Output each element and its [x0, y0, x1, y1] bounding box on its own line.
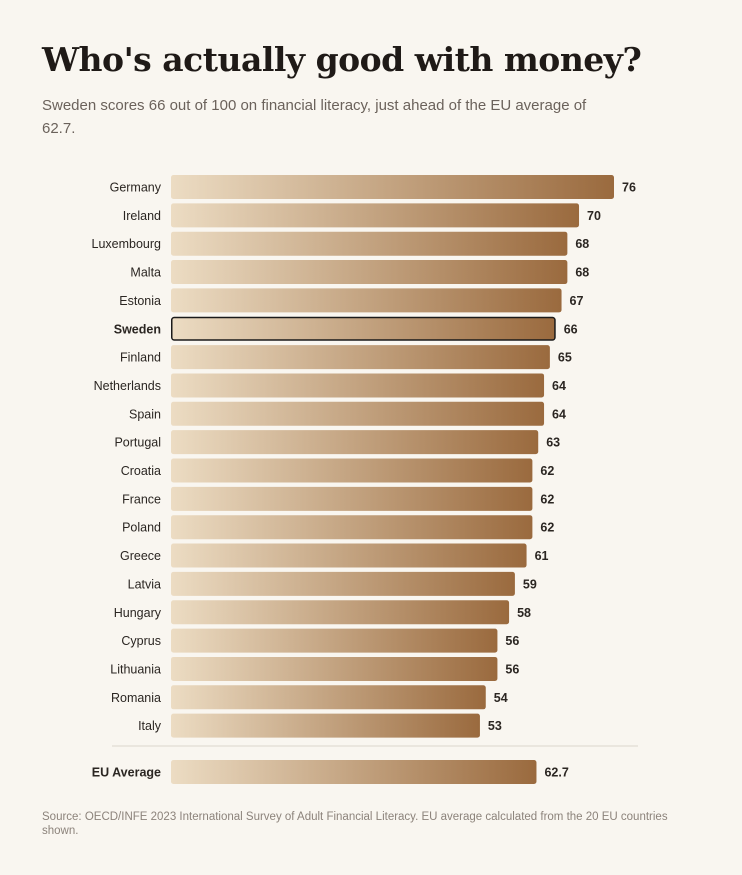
bar-latvia	[171, 571, 515, 596]
bar-netherlands	[171, 373, 545, 398]
value-label-eu-average: 62.7	[544, 766, 568, 780]
bars-group: Germany 76 Ireland 70 Luxembourg 68 Malta 68 Est…	[92, 175, 638, 784]
category-label-hungary: Hungary	[114, 606, 162, 620]
bar-portugal	[171, 430, 539, 455]
category-label-sweden: Sweden	[114, 322, 161, 336]
bar-hungary	[171, 600, 510, 625]
bar-luxembourg	[171, 231, 568, 256]
category-label-portugal: Portugal	[114, 436, 161, 450]
bar-croatia	[171, 458, 533, 483]
value-label-romania: 54	[494, 691, 508, 705]
bar-germany	[171, 175, 614, 199]
category-label-germany: Germany	[110, 181, 162, 195]
bar-estonia	[171, 288, 562, 313]
category-label-estonia: Estonia	[119, 294, 161, 308]
category-label-romania: Romania	[111, 691, 161, 705]
bar-italy	[171, 713, 480, 738]
value-label-lithuania: 56	[505, 662, 519, 676]
bar-spain	[171, 401, 545, 426]
value-label-luxembourg: 68	[575, 237, 589, 251]
bar-sweden	[171, 316, 556, 341]
category-label-cyprus: Cyprus	[121, 634, 161, 648]
category-label-ireland: Ireland	[123, 209, 161, 223]
value-label-greece: 61	[535, 549, 549, 563]
bar-greece	[171, 543, 527, 568]
category-label-france: France	[122, 492, 161, 506]
bar-cyprus	[171, 628, 498, 653]
value-label-poland: 62	[540, 521, 554, 535]
value-label-sweden: 66	[564, 322, 578, 336]
chart-subtitle: Sweden scores 66 out of 100 on financial…	[42, 97, 587, 137]
category-label-italy: Italy	[138, 719, 162, 733]
chart-title: Who's actually good with money?	[42, 40, 642, 79]
value-label-germany: 76	[622, 181, 636, 195]
bar-malta	[171, 260, 568, 285]
category-label-netherlands: Netherlands	[94, 379, 161, 393]
category-label-croatia: Croatia	[121, 464, 161, 478]
value-label-cyprus: 56	[505, 634, 519, 648]
category-label-malta: Malta	[130, 266, 161, 280]
bar-france	[171, 486, 533, 511]
value-label-portugal: 63	[546, 436, 560, 450]
category-label-spain: Spain	[129, 407, 161, 421]
category-label-greece: Greece	[120, 549, 161, 563]
value-label-malta: 68	[575, 266, 589, 280]
value-label-france: 62	[540, 492, 554, 506]
bar-romania	[171, 685, 486, 710]
bar-finland	[171, 345, 550, 370]
value-label-hungary: 58	[517, 606, 531, 620]
category-label-poland: Poland	[122, 521, 161, 535]
bar-ireland	[171, 203, 580, 228]
category-label-finland: Finland	[120, 351, 161, 365]
category-label-lithuania: Lithuania	[110, 662, 161, 676]
value-label-italy: 53	[488, 719, 502, 733]
value-label-spain: 64	[552, 407, 566, 421]
value-label-estonia: 67	[570, 294, 584, 308]
bar-lithuania	[171, 656, 498, 681]
category-label-eu-average: EU Average	[92, 766, 161, 780]
value-label-finland: 65	[558, 351, 572, 365]
value-label-netherlands: 64	[552, 379, 566, 393]
value-label-latvia: 59	[523, 577, 537, 591]
bar-eu-average	[171, 760, 537, 784]
value-label-croatia: 62	[540, 464, 554, 478]
category-label-latvia: Latvia	[128, 577, 161, 591]
value-label-ireland: 70	[587, 209, 601, 223]
bar-poland	[171, 515, 533, 540]
category-label-luxembourg: Luxembourg	[92, 237, 162, 251]
source-note: Source: OECD/INFE 2023 International Sur…	[42, 811, 668, 837]
